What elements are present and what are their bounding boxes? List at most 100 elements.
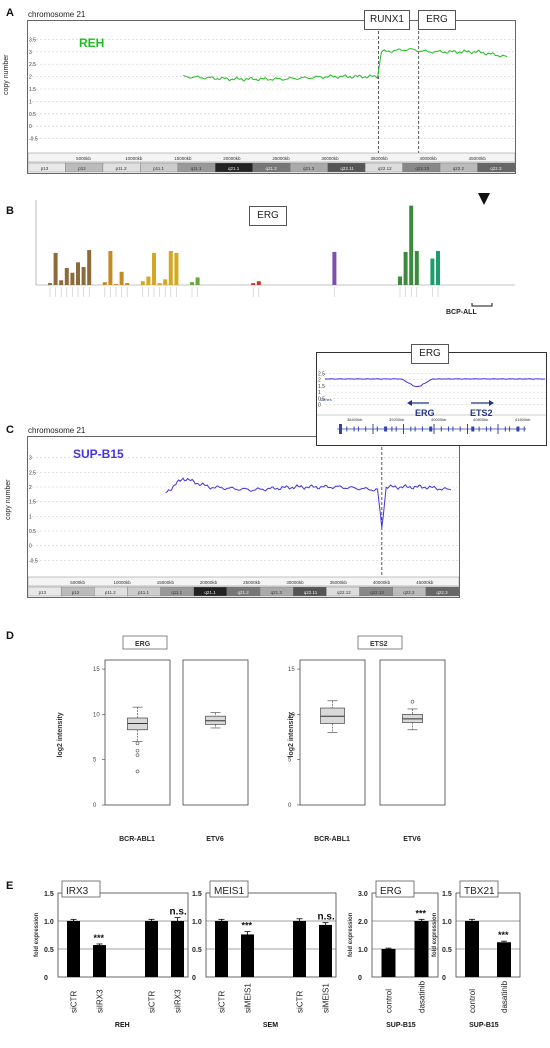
bar xyxy=(465,921,479,977)
panel-a-ylabel: copy number xyxy=(3,54,10,95)
bar xyxy=(53,252,58,285)
exon-mark xyxy=(353,426,355,432)
band-label: q22.12 xyxy=(378,166,392,171)
y-tick-label: 10 xyxy=(288,712,295,718)
position-label: 10000kb xyxy=(125,156,143,161)
y-tick-label: 1.5 xyxy=(29,87,36,93)
bar-label: siCTR xyxy=(296,991,305,1013)
panel-a-cell-line: REH xyxy=(79,36,105,50)
exon-mark xyxy=(485,426,487,432)
bar xyxy=(48,283,52,285)
band-label: q21.2 xyxy=(238,590,250,595)
y-tick-label: 0 xyxy=(192,975,196,982)
y-tick-label: 1.0 xyxy=(192,919,202,926)
bar-label: siCTR xyxy=(148,991,157,1013)
position-label: 30000kb xyxy=(321,156,339,161)
exon-mark xyxy=(467,424,468,434)
bar xyxy=(381,949,396,977)
exon-mark xyxy=(429,426,433,432)
y-tick-label: -0.5 xyxy=(29,137,38,143)
position-label: 40000kb xyxy=(420,156,438,161)
band-label: p11.2 xyxy=(116,166,127,171)
position-label: 15000kb xyxy=(174,156,192,161)
bar xyxy=(293,921,306,977)
panel-e-plot: 1.5 1.0 0.5 0 fold expression IRX3 siCTR *** siI… xyxy=(0,875,550,1043)
position-label: 45000kb xyxy=(416,580,434,585)
exon-mark xyxy=(410,426,412,432)
bar xyxy=(256,281,261,285)
bar xyxy=(146,276,151,285)
copy-number-trace xyxy=(165,477,452,528)
panel-e-cell-label: REH xyxy=(115,1022,130,1029)
inset-trace xyxy=(325,378,546,388)
bar xyxy=(157,283,162,285)
inset-genes-track-label: Genes xyxy=(320,397,332,402)
panel-a-plot: 3.5 3 2.5 2 1.5 1 0.5 0 -0.5 5000kb 10000kb 15000kb… xyxy=(27,20,516,174)
y-tick-label: 2.5 xyxy=(29,470,36,476)
y-tick-label: 1.5 xyxy=(192,891,202,898)
panel-c-inset: 2.5 2 1.5 1 0.5 0 38400kb 39200kb 40000kb 40800kb… xyxy=(316,352,547,446)
bar xyxy=(190,282,194,285)
band-label: q11.1 xyxy=(171,590,182,595)
bar xyxy=(215,921,228,977)
boxplot-frame xyxy=(104,659,171,806)
bar-label: siIRX3 xyxy=(96,989,105,1013)
bar xyxy=(59,280,64,285)
exon-mark xyxy=(357,426,359,432)
panel-d-group-label: BCR-ABL1 xyxy=(314,836,350,843)
y-tick-label: 15 xyxy=(288,667,295,673)
copy-number-trace xyxy=(183,48,508,82)
exon-mark xyxy=(516,426,520,432)
bar xyxy=(108,251,113,285)
inset-gene-label-ets2: ETS2 xyxy=(470,408,493,418)
inset-y-tick-label: 1.5 xyxy=(318,384,325,390)
outlier-point xyxy=(410,699,415,704)
exon-mark xyxy=(376,426,378,432)
position-label: 5000kb xyxy=(70,580,85,585)
bar xyxy=(163,279,168,285)
band-label: q21.1 xyxy=(228,166,240,171)
bar-label: siMEIS1 xyxy=(322,983,331,1013)
band-label: p11.1 xyxy=(153,166,164,171)
inset-position-label: 40000kb xyxy=(431,417,447,422)
bar-label: control xyxy=(385,989,394,1013)
y-tick-label: 10 xyxy=(93,712,100,718)
exon-mark xyxy=(395,426,397,432)
group-bracket xyxy=(471,303,493,307)
y-tick-label: 0 xyxy=(93,803,97,809)
bar-label: control xyxy=(468,989,477,1013)
significance-label: *** xyxy=(242,921,253,931)
panel-c-inset-gene: ERG xyxy=(411,344,449,364)
y-tick-label: 0.5 xyxy=(29,112,36,118)
bar-label: siIRX3 xyxy=(174,989,183,1013)
bar xyxy=(497,942,511,977)
significance-label: n.s. xyxy=(170,907,187,918)
panel-e-label: E xyxy=(6,880,14,892)
y-tick-label: 3.5 xyxy=(29,37,36,43)
outlier-point xyxy=(135,741,140,746)
bar xyxy=(251,283,256,285)
band-label: p12 xyxy=(78,166,86,171)
bar xyxy=(76,262,80,285)
y-tick-label: 1 xyxy=(29,99,32,105)
panel-b-group-label: BCP-ALL xyxy=(446,309,477,316)
band-label: q22.13 xyxy=(415,166,429,171)
y-tick-label: 3 xyxy=(29,456,32,462)
band-label: q22.11 xyxy=(304,590,318,595)
position-label: 35000kb xyxy=(370,156,388,161)
panel-d-gene-box xyxy=(357,635,403,650)
position-label: 25000kb xyxy=(272,156,290,161)
significance-label: *** xyxy=(94,933,105,943)
inset-y-tick-label: 1 xyxy=(318,390,321,396)
significance-label: *** xyxy=(498,930,509,940)
y-tick-label: 0 xyxy=(44,975,48,982)
bar xyxy=(414,921,429,977)
band-label: q22.12 xyxy=(337,590,351,595)
exon-mark xyxy=(448,426,450,432)
panel-c-chromosome: chromosome 21 xyxy=(28,426,86,435)
panel-b-label: B xyxy=(6,205,14,217)
bar xyxy=(70,272,75,285)
panel-c-inset-chart: 2.521.510.50 38400kb 39200kb 40000kb 40800kb… xyxy=(317,371,546,434)
inset-position-label: 40800kb xyxy=(473,417,489,422)
panel-e-title-box xyxy=(459,880,499,898)
